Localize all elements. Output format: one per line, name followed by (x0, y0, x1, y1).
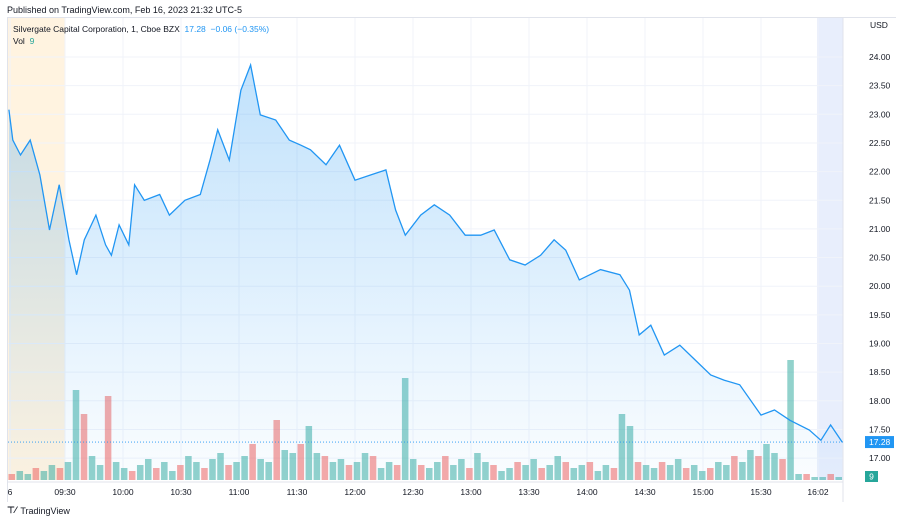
last-volume-badge (865, 471, 878, 482)
last-price-label: 17.28 (869, 437, 891, 447)
price-area (8, 65, 843, 480)
y-tick-label: 20.00 (869, 281, 891, 291)
y-tick-label: 19.00 (869, 339, 891, 349)
x-tick-label: 12:30 (402, 487, 424, 497)
published-caption: Published on TradingView.com, Feb 16, 20… (7, 5, 242, 15)
y-tick-label: 24.00 (869, 52, 891, 62)
symbol-name: Silvergate Capital Corporation, 1, Cboe … (13, 24, 180, 34)
vol-label: Vol (13, 36, 25, 46)
tradingview-logo-icon: ⊤⁄ (7, 505, 17, 515)
x-tick-label: 12:00 (344, 487, 366, 497)
currency-label: USD (870, 20, 888, 30)
x-tick-label: 14:30 (634, 487, 656, 497)
y-tick-label: 19.50 (869, 310, 891, 320)
x-tick-label: 13:00 (460, 487, 482, 497)
price-line (8, 62, 843, 443)
y-tick-label: 17.00 (869, 453, 891, 463)
y-tick-label: 17.50 (869, 424, 891, 434)
last-price: 17.28 (184, 24, 206, 34)
x-tick-label: 10:00 (112, 487, 134, 497)
vol-value: 9 (29, 36, 35, 46)
x-tick-label: 6 (8, 487, 13, 497)
price-change: −0.06 (−0.35%) (210, 24, 270, 34)
y-tick-label: 21.50 (869, 195, 891, 205)
x-tick-label: 13:30 (518, 487, 540, 497)
y-tick-label: 18.50 (869, 367, 891, 377)
x-tick-label: 09:30 (54, 487, 76, 497)
x-tick-label: 11:30 (287, 487, 308, 497)
x-tick-label: 16:02 (807, 487, 829, 497)
x-tick-label: 15:30 (750, 487, 772, 497)
x-tick-label: 14:00 (576, 487, 598, 497)
x-tick-label: 11:00 (229, 487, 250, 497)
y-tick-label: 22.50 (869, 138, 891, 148)
brand-name: TradingView (20, 505, 70, 516)
y-tick-label: 22.00 (869, 167, 891, 177)
y-tick-label: 21.00 (869, 224, 891, 234)
y-tick-label: 23.00 (869, 109, 891, 119)
y-tick-label: 20.50 (869, 253, 891, 263)
postmarket-shade (817, 18, 843, 480)
chart-frame (7, 17, 896, 502)
x-tick-label: 15:00 (692, 487, 714, 497)
y-tick-label: 18.00 (869, 396, 891, 406)
last-volume-label: 9 (869, 472, 874, 482)
x-tick-label: 10:30 (170, 487, 192, 497)
legend: Silvergate Capital Corporation, 1, Cboe … (13, 23, 269, 47)
brand: ⊤⁄ TradingView (7, 505, 70, 516)
y-tick-label: 23.50 (869, 81, 891, 91)
last-price-badge (865, 436, 894, 449)
